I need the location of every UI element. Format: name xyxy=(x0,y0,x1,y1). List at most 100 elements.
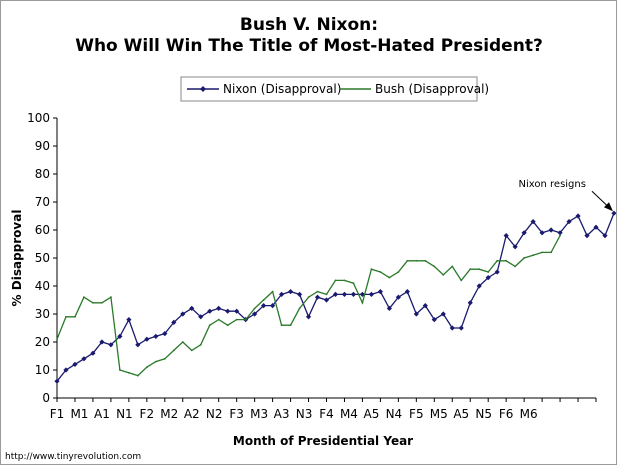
data-point xyxy=(377,289,383,295)
data-point xyxy=(361,301,364,304)
data-point xyxy=(81,356,87,362)
x-tick-label: F5 xyxy=(409,407,424,421)
data-point xyxy=(575,213,581,219)
data-point xyxy=(144,336,150,342)
data-point xyxy=(118,369,121,371)
data-point xyxy=(593,224,599,230)
credit-url: http://www.tinyrevolution.com xyxy=(5,452,141,462)
x-axis-title: Month of Presidential Year xyxy=(233,434,413,448)
data-point xyxy=(90,350,96,356)
data-point xyxy=(296,291,303,297)
data-point xyxy=(110,296,112,299)
chart-title-line2: Who Will Win The Title of Most-Hated Pre… xyxy=(75,36,543,56)
y-tick-label: 30 xyxy=(35,307,50,321)
data-point xyxy=(101,301,103,304)
data-point xyxy=(154,360,157,363)
data-point xyxy=(305,314,312,320)
data-point xyxy=(512,244,518,250)
data-point xyxy=(244,318,247,321)
data-point xyxy=(467,300,473,306)
x-tick-label: F3 xyxy=(229,407,244,421)
data-point xyxy=(271,290,274,293)
data-point xyxy=(550,251,552,254)
legend-nixon-marker xyxy=(200,86,206,92)
data-point xyxy=(368,291,375,297)
data-point xyxy=(413,311,419,317)
data-point xyxy=(458,325,464,331)
data-point xyxy=(530,219,536,225)
data-point xyxy=(514,265,517,268)
data-point xyxy=(163,357,166,360)
data-point xyxy=(557,230,563,236)
data-point xyxy=(235,318,238,321)
data-point xyxy=(189,305,195,311)
data-point xyxy=(136,374,139,377)
data-point xyxy=(208,324,211,327)
data-point xyxy=(172,349,175,352)
y-tick-label: 0 xyxy=(42,391,50,405)
data-point xyxy=(74,315,76,318)
annotation-layer: Nixon resigns xyxy=(519,179,613,212)
data-point xyxy=(198,314,204,320)
series-bush xyxy=(56,234,561,377)
data-point xyxy=(397,271,400,273)
series-line xyxy=(56,212,615,382)
data-point xyxy=(199,343,202,346)
x-tick-label: M5 xyxy=(430,407,448,421)
axes xyxy=(56,118,596,399)
data-point xyxy=(181,341,184,343)
data-point xyxy=(442,273,445,276)
data-point xyxy=(153,333,159,339)
data-point xyxy=(145,366,148,369)
data-point xyxy=(334,279,337,282)
y-tick-label: 20 xyxy=(35,335,50,349)
data-point xyxy=(180,311,186,317)
data-point xyxy=(278,291,285,297)
data-point xyxy=(370,268,373,271)
data-point xyxy=(424,259,427,262)
data-point xyxy=(350,291,357,297)
data-point xyxy=(99,339,105,345)
x-tick-label: A5 xyxy=(363,407,379,421)
data-point xyxy=(207,308,213,314)
data-point xyxy=(433,265,436,268)
data-point xyxy=(343,279,346,282)
x-tick-label: N5 xyxy=(475,407,492,421)
y-ticks: 0 10 20 30 40 50 60 70 80 90 100 xyxy=(27,111,57,405)
data-point xyxy=(280,324,283,327)
data-point xyxy=(171,319,177,325)
y-tick-label: 50 xyxy=(35,251,50,265)
data-point xyxy=(314,294,321,300)
data-point xyxy=(325,293,328,296)
annotation-arrow-head xyxy=(603,202,613,212)
data-point xyxy=(262,299,265,301)
series-layer xyxy=(54,210,617,384)
data-point xyxy=(190,349,193,352)
y-tick-label: 100 xyxy=(27,111,50,125)
x-tick-label: M3 xyxy=(250,407,268,421)
data-point xyxy=(289,324,292,327)
data-point xyxy=(225,308,231,314)
y-tick-label: 80 xyxy=(35,167,50,181)
data-point xyxy=(117,333,123,339)
x-tick-label: N1 xyxy=(116,407,133,421)
data-point xyxy=(316,290,319,293)
y-axis-title: % Disapproval xyxy=(10,210,24,307)
data-point xyxy=(469,268,472,271)
data-point xyxy=(359,291,366,297)
data-point xyxy=(494,269,500,275)
y-tick-label: 60 xyxy=(35,223,50,237)
y-tick-label: 10 xyxy=(35,363,50,377)
data-point xyxy=(539,230,545,236)
x-tick-label: M6 xyxy=(520,407,538,421)
data-point xyxy=(65,315,67,318)
x-tick-label: M1 xyxy=(70,407,88,421)
data-point xyxy=(56,338,58,341)
x-tick-label: N2 xyxy=(206,407,223,421)
x-tick-label: A5 xyxy=(453,407,469,421)
data-point xyxy=(487,271,490,273)
x-tick-label: F2 xyxy=(140,407,155,421)
data-point xyxy=(478,268,481,271)
